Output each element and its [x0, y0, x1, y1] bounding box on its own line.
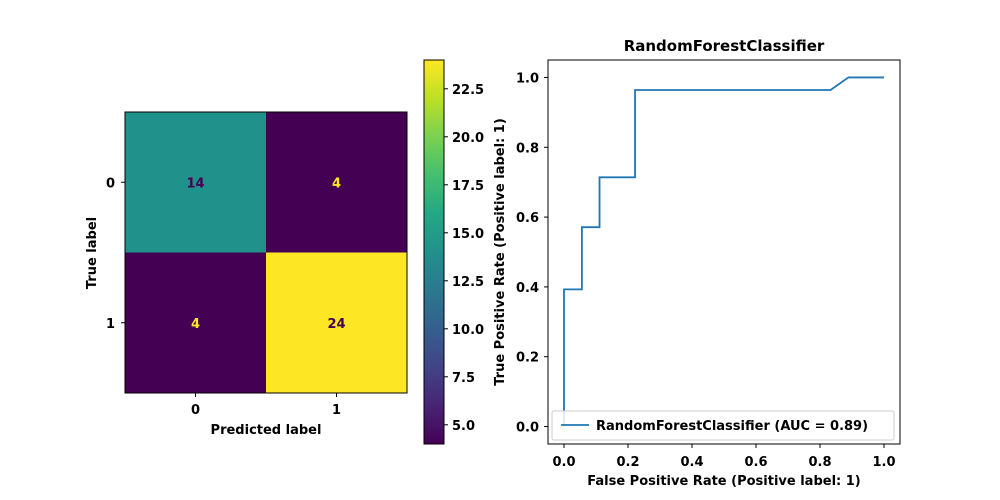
cm-cell-label-0-0: 14: [186, 176, 204, 191]
roc-y-tick-label: 0.2: [516, 351, 539, 366]
roc-y-tick-label: 0.0: [516, 421, 539, 436]
roc-x-tick-label: 0.2: [616, 455, 639, 470]
cm-y-tick-label: 0: [106, 176, 115, 191]
cm-cell-label-1-1: 24: [327, 317, 345, 332]
cm-axes-frame: [124, 111, 408, 394]
roc-x-tick-label: 1.0: [872, 455, 895, 470]
roc-axes-frame: [547, 59, 901, 445]
cm-y-tick-label: 1: [106, 317, 115, 332]
roc-x-tick-label: 0.0: [552, 455, 575, 470]
roc-y-tick-label: 0.4: [516, 281, 539, 296]
roc-x-tick-label: 0.8: [808, 455, 831, 470]
cm-cell-label-0-1: 4: [332, 176, 341, 191]
cm-cell-0-0: [125, 112, 267, 253]
colorbar-gradient: [423, 59, 445, 445]
roc-legend: RandomForestClassifier (AUC = 0.89): [551, 410, 895, 441]
colorbar-tick-label: 7.5: [452, 371, 475, 386]
cm-cell-1-0: [125, 252, 267, 394]
colorbar-tick-label: 5.0: [452, 419, 475, 434]
colorbar: 5.0 7.5 10.0 12.5 15.0 17.5 20.0 22.5: [423, 59, 484, 445]
roc-x-tick-label: 0.4: [680, 455, 703, 470]
cm-x-tick-label: 1: [332, 403, 341, 418]
colorbar-tick-label: 20.0: [452, 131, 484, 146]
cm-cell-1-1: [266, 252, 408, 394]
confusion-matrix: 14 4 4 24 0 1 0 1 Predicted label True label: [85, 111, 408, 438]
cm-y-axis-label: True label: [85, 217, 100, 289]
cm-cell-0-1: [266, 112, 408, 253]
roc-x-tick-label: 0.6: [744, 455, 767, 470]
colorbar-tick-label: 10.0: [452, 323, 484, 338]
colorbar-tick-label: 12.5: [452, 275, 484, 290]
cm-x-axis-label: Predicted label: [211, 423, 322, 438]
colorbar-tick-label: 22.5: [452, 83, 484, 98]
roc-x-axis-label: False Positive Rate (Positive label: 1): [587, 474, 861, 489]
legend-label: RandomForestClassifier (AUC = 0.89): [596, 419, 868, 434]
roc-y-tick-label: 0.8: [516, 141, 539, 156]
roc-title: RandomForestClassifier: [624, 37, 825, 55]
colorbar-tick-label: 17.5: [452, 179, 484, 194]
colorbar-tick-label: 15.0: [452, 227, 484, 242]
roc-y-axis-label: True Positive Rate (Positive label: 1): [493, 118, 508, 386]
cm-cell-label-1-0: 4: [191, 317, 200, 332]
legend-box: [551, 410, 895, 441]
roc-y-tick-label: 1.0: [516, 71, 539, 86]
roc-series-line: [563, 76, 884, 427]
cm-x-tick-label: 0: [191, 403, 200, 418]
roc-curve-chart: RandomForestClassifier 0.0 0.2 0.4 0.6 0.8 1.…: [493, 37, 901, 489]
roc-y-tick-label: 0.6: [516, 211, 539, 226]
